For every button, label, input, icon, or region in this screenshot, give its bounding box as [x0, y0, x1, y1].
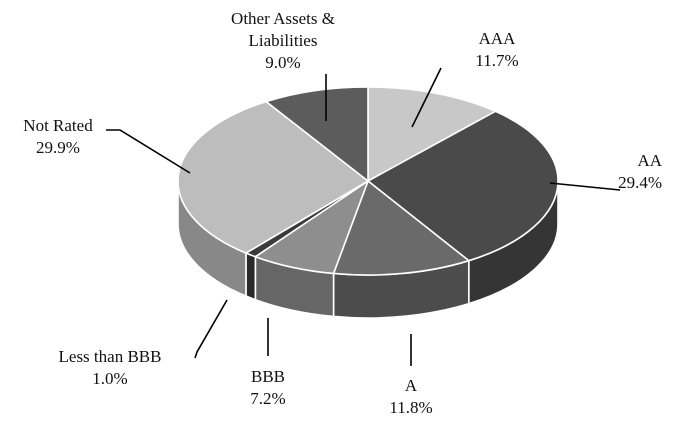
data-label-value-less-than-bbb: 1.0%	[92, 369, 127, 388]
data-label-name-other-assets-and-liabilities-1: Liabilities	[249, 31, 318, 50]
leader-lines	[106, 67, 621, 366]
pie-slice-aa	[367, 110, 559, 262]
leader-not-rated	[106, 129, 191, 174]
data-label-value-a: 11.8%	[389, 398, 432, 417]
pie-side-less-than-bbb	[245, 252, 257, 301]
data-label-value-not-rated: 29.9%	[36, 138, 80, 157]
data-label-value-other-assets-and-liabilities: 9.0%	[265, 53, 300, 72]
data-label-value-bbb: 7.2%	[250, 389, 285, 408]
leader-aa	[549, 182, 621, 191]
data-label-name-a: A	[405, 376, 418, 395]
data-label-name-less-than-bbb: Less than BBB	[59, 347, 162, 366]
leader-less-than-bbb	[194, 299, 228, 359]
pie-top-faces	[177, 86, 559, 276]
pie-slice-aaa	[367, 86, 497, 182]
leader-aaa	[411, 67, 442, 128]
data-label-value-aaa: 11.7%	[475, 51, 518, 70]
data-label-value-aa: 29.4%	[618, 173, 662, 192]
data-label-name-other-assets-and-liabilities-0: Other Assets &	[231, 9, 335, 28]
pie-slice-other-assets-and-liabilities	[265, 86, 369, 182]
pie-slice-a	[332, 180, 470, 276]
data-label-name-aa: AA	[637, 151, 662, 170]
pie-slice-not-rated	[177, 100, 369, 254]
data-label-name-bbb: BBB	[251, 367, 285, 386]
data-label-name-aaa: AAA	[479, 29, 517, 48]
slice-labels: AAA 11.7% AA 29.4% A 11.8% BBB 7.2% Less than BB…	[23, 9, 662, 417]
data-label-name-not-rated: Not Rated	[23, 116, 93, 135]
